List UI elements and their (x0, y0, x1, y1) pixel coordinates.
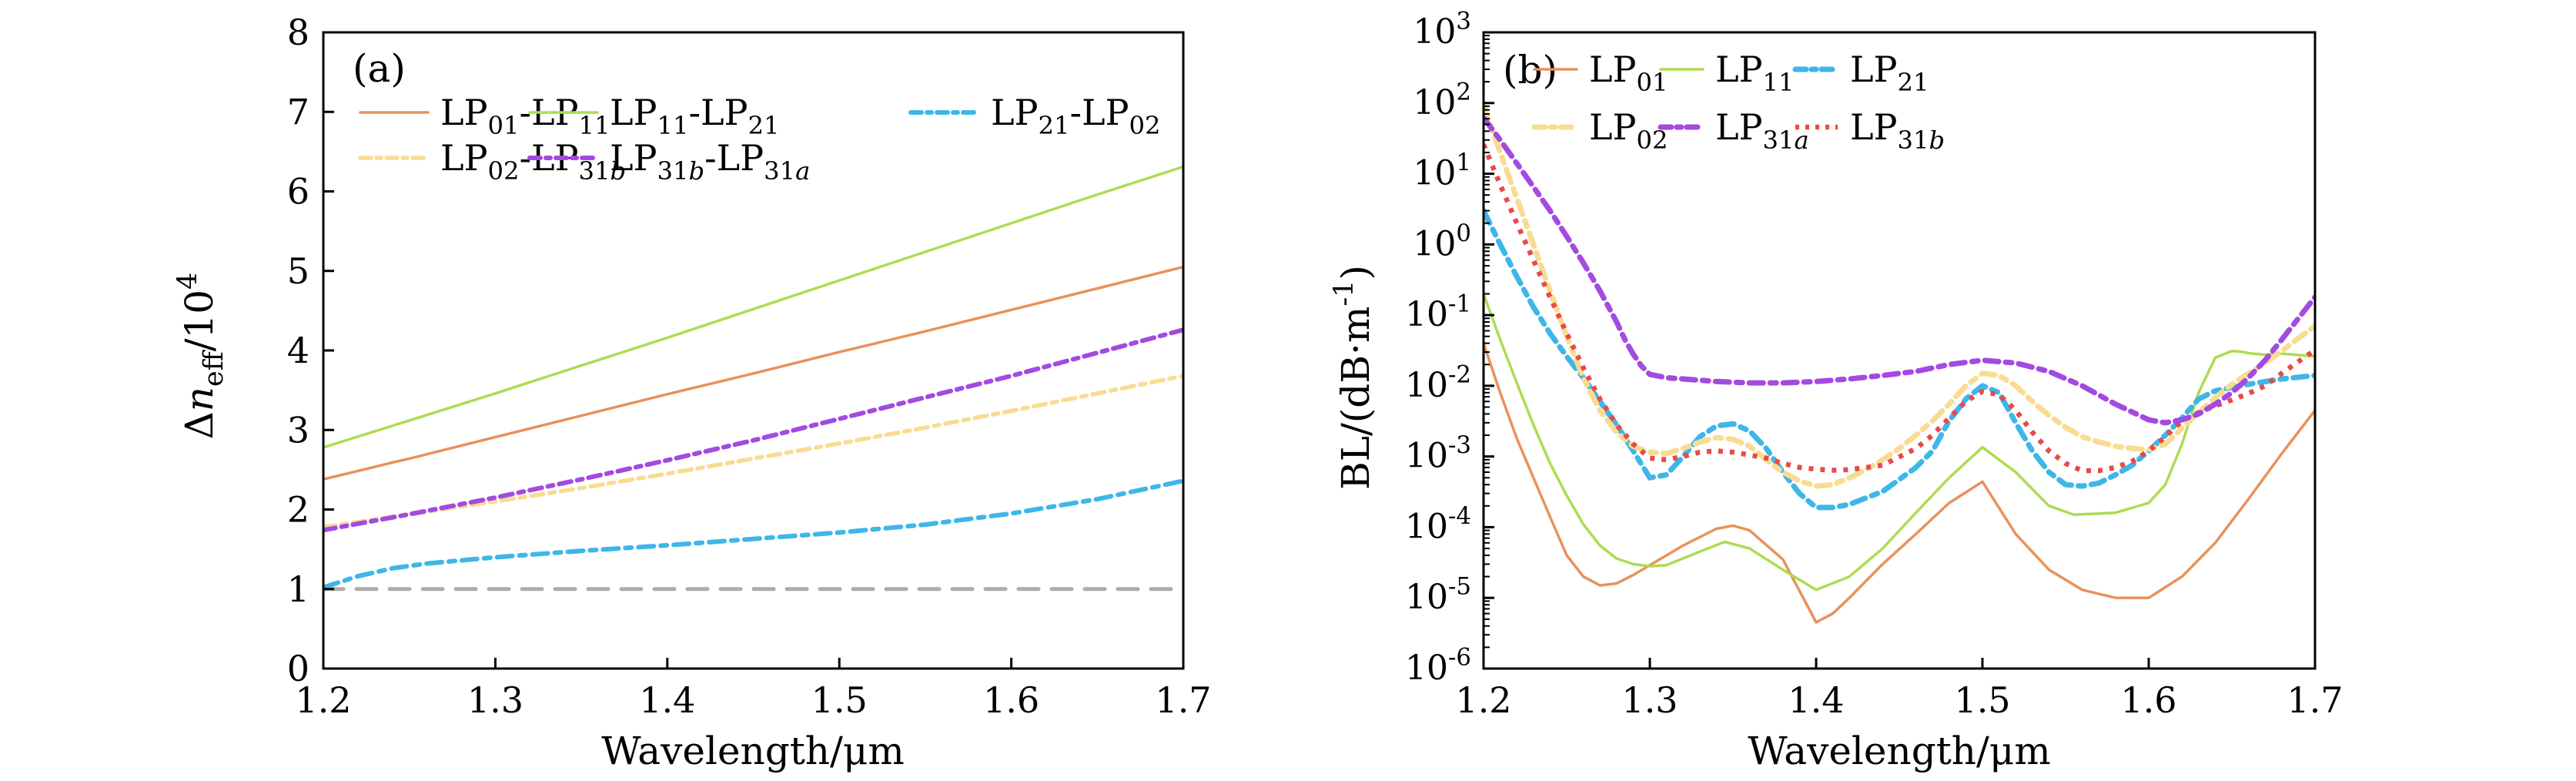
y-tick-label: 6 (287, 171, 309, 213)
x-tick-label: 1.2 (1455, 679, 1511, 721)
panel-letter: (a) (353, 46, 406, 91)
legend: LP01-LP11 LP11-LP21 LP21-LP02 LP02-LP31bLP3… (358, 92, 1160, 186)
y-tick-label: 10-4 (1405, 502, 1471, 546)
x-tick-label: 1.6 (983, 679, 1039, 721)
legend-label-LP31a: LP31a (1715, 106, 1809, 155)
legend-label-LP11: LP11 (1715, 49, 1794, 97)
legend-label-LP21-LP02: LP21-LP02 (991, 92, 1160, 140)
y-axis-title: Δneff/104 (172, 273, 229, 440)
y-tick-label: 1 (287, 568, 309, 610)
x-tick-label: 1.3 (1621, 679, 1678, 721)
legend-label-LP31b-LP31a: LP31b-LP31a (610, 137, 810, 186)
y-tick-label: 103 (1413, 8, 1471, 52)
y-tick-label: 4 (287, 330, 309, 371)
curves (1484, 102, 2315, 624)
x-tick-label: 1.5 (811, 679, 868, 721)
legend-label-LP01: LP01 (1589, 49, 1668, 97)
x-tick-label: 1.3 (467, 679, 524, 721)
y-tick-label: 10-6 (1405, 644, 1471, 688)
curve-LP11 (1484, 292, 2315, 592)
x-tick-label: 1.6 (2120, 679, 2176, 721)
y-tick-label: 0 (287, 648, 309, 689)
y-tick-label: 10-5 (1405, 573, 1471, 617)
curve-LP02 (1484, 102, 2315, 489)
y-tick-label: 7 (287, 91, 309, 132)
plot-frame (1482, 31, 2317, 670)
y-tick-label: 10-3 (1405, 431, 1471, 475)
y-tick-label: 8 (287, 12, 309, 53)
x-tick-label: 1.7 (2287, 679, 2343, 721)
y-axis-title: BL/(dB·m-1) (1329, 265, 1378, 490)
legend-label-LP31b: LP31b (1850, 106, 1945, 155)
y-tick-label: 3 (287, 409, 309, 451)
y-tick-label: 10-1 (1405, 290, 1471, 334)
x-tick-label: 1.2 (295, 679, 351, 721)
curve-LP21 (1484, 208, 2315, 511)
curve-LP01 (1484, 341, 2315, 624)
x-axis-title: Wavelength/μm (1748, 729, 2051, 773)
curve-LP02-LP31b (323, 374, 1183, 529)
x-tick-label: 1.4 (639, 679, 695, 721)
curve-LP01-LP11 (323, 265, 1183, 481)
legend-label-LP01-LP11: LP01-LP11 (440, 92, 610, 140)
y-tick-label: 101 (1413, 149, 1471, 193)
curve-LP21-LP02 (323, 478, 1183, 590)
x-tick-label: 1.7 (1155, 679, 1211, 721)
x-tick-label: 1.4 (1788, 679, 1844, 721)
x-axis-title: Wavelength/μm (601, 729, 905, 773)
x-tick-label: 1.5 (1954, 679, 2010, 721)
y-tick-label: 5 (287, 250, 309, 292)
y-tick-label: 2 (287, 489, 309, 531)
curve-LP31b-LP31a (323, 327, 1183, 533)
legend: LP01 LP11 LP21 LP02 LP31a LP31b (1531, 49, 1945, 155)
legend-label-LP21: LP21 (1850, 49, 1929, 97)
panel-a: 1.2 1.3 1.4 1.5 1.6 1.7 0 1 2 3 4 5 6 7 8 Wavelength/μm… (172, 12, 1212, 773)
curve-LP31a (1484, 115, 2315, 426)
panel-b: 1.2 1.3 1.4 1.5 1.6 1.7 103 102 101 100 10-1 10-2 10… (1329, 8, 2343, 773)
legend-label-LP11-LP21: LP11-LP21 (610, 92, 779, 140)
y-tick-label: 102 (1413, 78, 1471, 122)
curve-LP11-LP21 (323, 165, 1183, 449)
y-tick-label: 10-2 (1405, 360, 1471, 404)
legend-label-LP02: LP02 (1589, 106, 1668, 155)
y-tick-label: 100 (1413, 220, 1471, 263)
legend-label-LP02-LP31b: LP02-LP31b (440, 137, 626, 186)
curves (323, 165, 1183, 592)
